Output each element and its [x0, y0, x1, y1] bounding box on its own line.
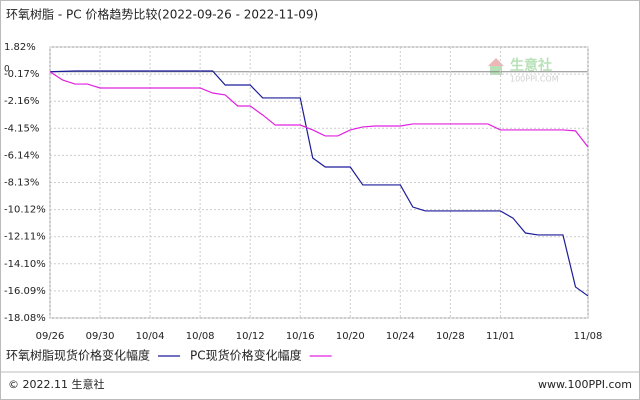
x-tick-label: 10/12	[236, 331, 265, 342]
footer-right: www.100PPI.com	[538, 378, 632, 391]
watermark-name: 生意社	[510, 57, 552, 74]
chart-title: 环氧树脂 - PC 价格趋势比较(2022-09-26 - 2022-11-09…	[6, 7, 318, 22]
x-tick-label: 10/20	[336, 331, 365, 342]
x-tick-label: 10/28	[436, 331, 465, 342]
y-tick-label: -10.12%	[4, 205, 46, 216]
x-tick-label: 11/08	[574, 331, 603, 342]
y-tick-label: -6.14%	[4, 150, 39, 161]
y-tick-label: -12.11%	[4, 232, 46, 243]
y-tick-label: -0.17%	[4, 69, 39, 80]
series-line	[49, 71, 589, 148]
x-tick-label: 10/04	[136, 331, 165, 342]
y-tick-label: -2.16%	[4, 96, 39, 107]
footer-left: © 2022.11 生意社	[8, 377, 104, 391]
x-tick-label: 10/16	[286, 331, 315, 342]
y-tick-label: 1.82%	[4, 42, 36, 53]
y-tick-label: -16.09%	[4, 286, 46, 297]
zero-label: 0	[4, 64, 10, 74]
legend-label: PC现货价格变化幅度	[190, 348, 302, 363]
legend-label: 环氧树脂现货价格变化幅度	[6, 348, 150, 363]
x-tick-label: 11/01	[486, 331, 515, 342]
x-tick-label: 09/30	[86, 331, 115, 342]
series-line	[49, 70, 589, 297]
x-tick-label: 10/24	[386, 331, 415, 342]
y-tick-label: -8.13%	[4, 178, 39, 189]
y-tick-label: -18.08%	[4, 313, 46, 324]
watermark-site: 100PPI.COM	[510, 75, 559, 84]
x-tick-label: 10/08	[186, 331, 215, 342]
y-tick-label: -14.10%	[4, 259, 46, 270]
x-tick-label: 09/26	[36, 331, 65, 342]
y-tick-label: -4.15%	[4, 123, 39, 134]
